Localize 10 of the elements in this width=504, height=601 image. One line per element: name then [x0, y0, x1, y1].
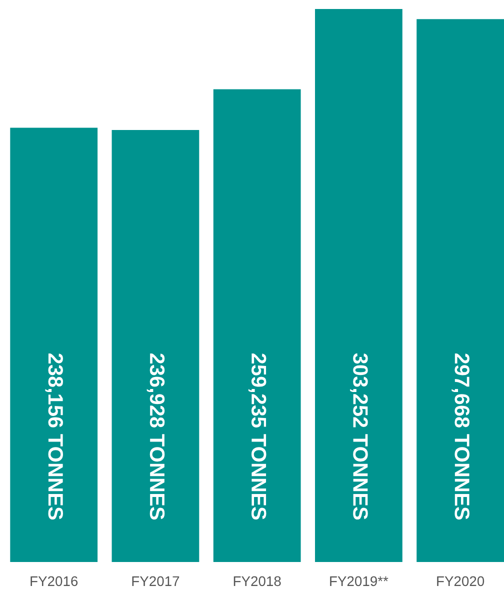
x-tick-label: FY2020	[437, 576, 484, 586]
data-label: 297,668 TONNES	[452, 354, 470, 520]
x-tick-label: FY2016	[30, 576, 78, 586]
data-label: 303,252 TONNES	[350, 353, 368, 520]
x-tick-label: FY2017	[132, 576, 180, 586]
data-label: 259,235 TONNES	[248, 354, 266, 520]
data-label: 236,928 TONNES	[146, 354, 165, 520]
x-tick-label: FY2018	[234, 576, 281, 586]
data-label: 238,156 TONNES	[45, 354, 64, 520]
x-tick-label: FY2019**	[330, 576, 388, 586]
